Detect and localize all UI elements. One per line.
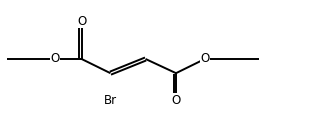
Text: Br: Br [104,94,117,107]
Text: O: O [77,15,86,28]
Text: O: O [172,94,180,107]
Text: O: O [51,53,60,65]
Text: O: O [200,53,209,65]
